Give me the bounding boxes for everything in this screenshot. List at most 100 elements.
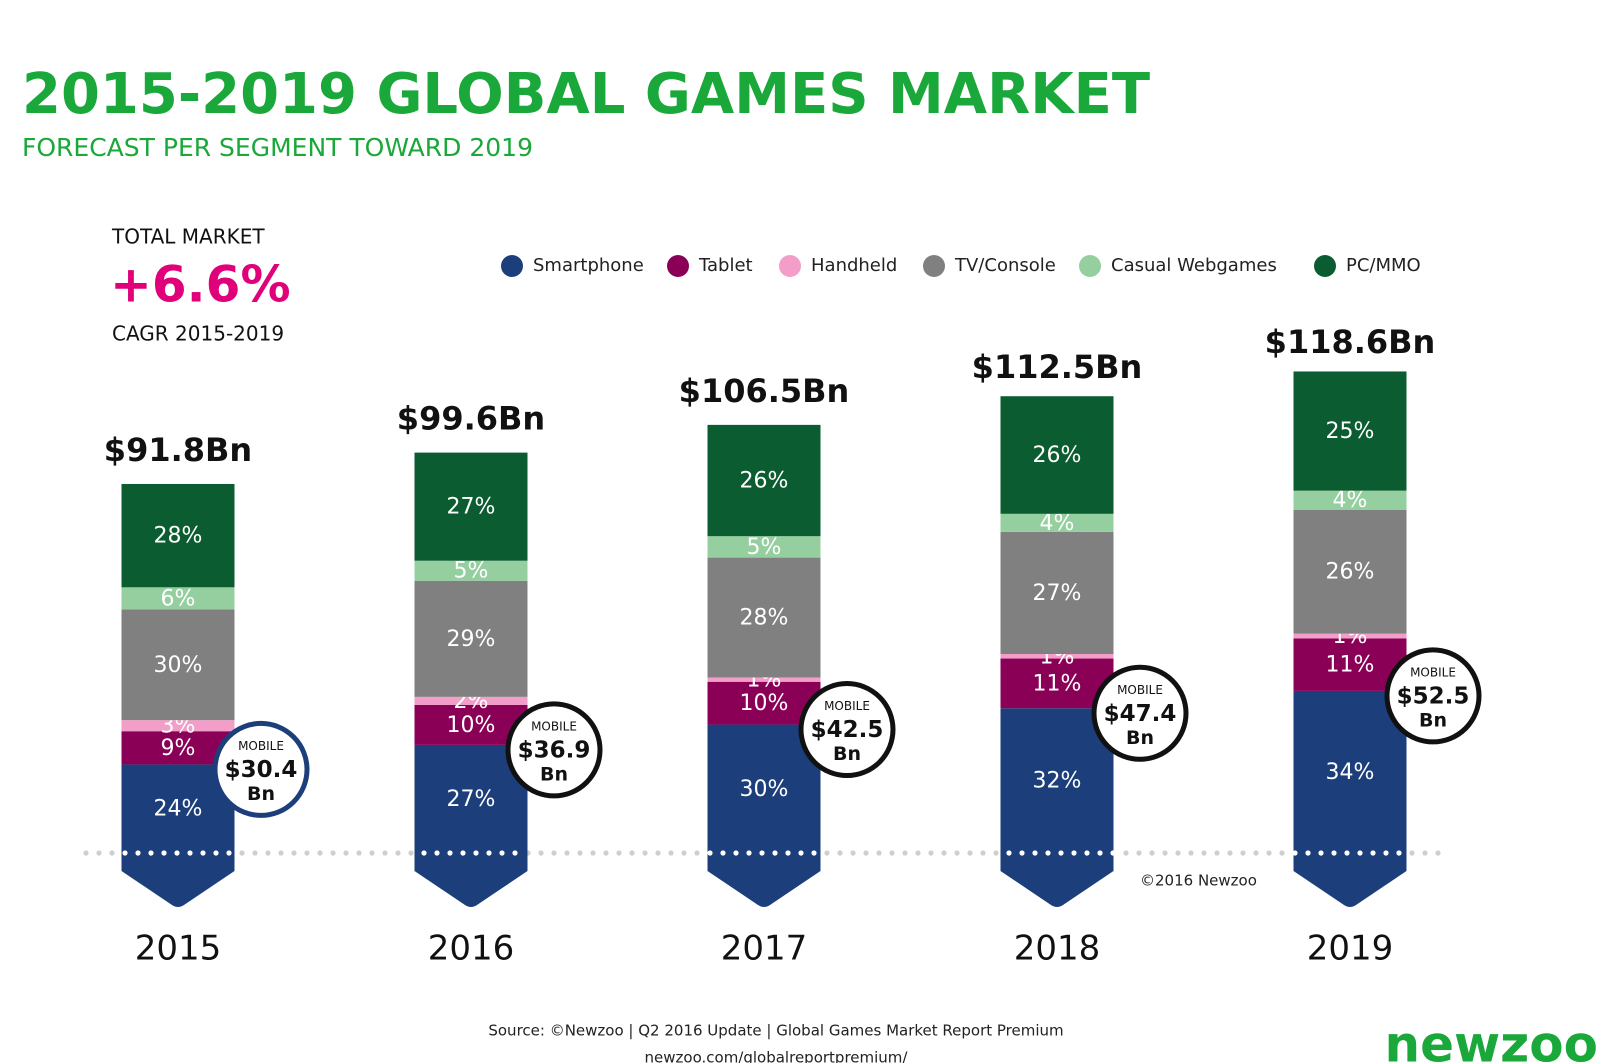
- baseline-dot: [473, 850, 479, 856]
- baseline-dot: [564, 850, 570, 856]
- baseline-dot: [902, 850, 908, 856]
- baseline-dot: [1045, 850, 1051, 856]
- bar-segment: [1293, 633, 1407, 639]
- baseline-dot: [616, 850, 622, 856]
- baseline-dot: [889, 850, 895, 856]
- baseline-dot: [499, 850, 505, 856]
- baseline-dot: [239, 850, 245, 856]
- bar-base: [1000, 853, 1114, 907]
- baseline-dot: [785, 850, 791, 856]
- bar-segment: [414, 580, 528, 697]
- baseline-dot: [642, 850, 648, 856]
- baseline-dot: [694, 850, 700, 856]
- baseline-dot: [655, 850, 661, 856]
- baseline-dot: [954, 850, 960, 856]
- bar-segment: [1000, 708, 1114, 853]
- baseline-dot: [395, 850, 401, 856]
- baseline-dot: [109, 850, 115, 856]
- bar-base: [707, 853, 821, 907]
- bar-segment: [121, 587, 235, 610]
- segment-label: 5%: [454, 559, 489, 584]
- baseline-dot: [772, 850, 778, 856]
- baseline-dot: [824, 850, 830, 856]
- segment-label: 11%: [1326, 653, 1375, 678]
- segment-label: 25%: [1326, 419, 1375, 444]
- baseline-dot: [291, 850, 297, 856]
- cagr-label: TOTAL MARKET: [111, 225, 265, 249]
- baseline-dot: [837, 850, 843, 856]
- baseline-dot: [1201, 850, 1207, 856]
- baseline-dot: [980, 850, 986, 856]
- baseline-dot: [1240, 850, 1246, 856]
- baseline-dot: [668, 850, 674, 856]
- cagr-note: CAGR 2015-2019: [112, 322, 284, 346]
- baseline-dot: [1422, 850, 1428, 856]
- baseline-dot: [1357, 850, 1363, 856]
- baseline-dot: [538, 850, 544, 856]
- baseline-dot: [122, 850, 128, 856]
- mobile-bubble: [1091, 664, 1189, 762]
- mobile-name: MOBILE: [531, 719, 577, 733]
- baseline-dot: [1331, 850, 1337, 856]
- baseline-dot: [187, 850, 193, 856]
- segment-label: 26%: [1033, 443, 1082, 468]
- baseline-dot: [161, 850, 167, 856]
- segment-label: 5%: [747, 535, 782, 560]
- baseline-dot: [1305, 850, 1311, 856]
- x-tick-label: 2017: [721, 929, 808, 969]
- x-tick-label: 2015: [135, 929, 222, 969]
- baseline-dot: [512, 850, 518, 856]
- legend-label: Casual Webgames: [1111, 255, 1277, 276]
- baseline-dot: [1058, 850, 1064, 856]
- baseline-dot: [1149, 850, 1155, 856]
- total-label: $106.5Bn: [679, 372, 850, 410]
- mobile-bubble: [1384, 647, 1482, 745]
- baseline-dot: [317, 850, 323, 856]
- baseline-dot: [1214, 850, 1220, 856]
- total-label: $99.6Bn: [397, 400, 545, 438]
- bar-base: [1293, 853, 1407, 907]
- mobile-value: $30.4: [225, 757, 298, 783]
- segment-label: 6%: [161, 586, 196, 611]
- segment-label: 9%: [161, 736, 196, 761]
- segment-label: 10%: [447, 713, 496, 738]
- mobile-name: MOBILE: [238, 739, 284, 753]
- segment-label: 30%: [740, 777, 789, 802]
- baseline-dot: [928, 850, 934, 856]
- baseline-dot: [1383, 850, 1389, 856]
- chart-title: 2015-2019 GLOBAL GAMES MARKET: [22, 62, 1150, 127]
- baseline-dot: [551, 850, 557, 856]
- baseline-dot: [1123, 850, 1129, 856]
- segment-label: 29%: [447, 627, 496, 652]
- legend-label: PC/MMO: [1346, 255, 1421, 276]
- baseline-dot: [603, 850, 609, 856]
- baseline-dot: [1396, 850, 1402, 856]
- baseline-dot: [590, 850, 596, 856]
- baseline-dot: [1110, 850, 1116, 856]
- baseline-dot: [1032, 850, 1038, 856]
- baseline-dot: [707, 850, 713, 856]
- baseline-dot: [1318, 850, 1324, 856]
- total-label: $112.5Bn: [972, 348, 1143, 386]
- baseline-dot: [486, 850, 492, 856]
- segment-label: 32%: [1033, 769, 1082, 794]
- bar-segment: [707, 677, 821, 682]
- segment-label: 27%: [447, 495, 496, 520]
- segment-label: 34%: [1326, 760, 1375, 785]
- segment-label: 11%: [1033, 671, 1082, 696]
- baseline-dot: [863, 850, 869, 856]
- source-url: newzoo.com/globalreportpremium/: [645, 1049, 909, 1063]
- baseline-dot: [226, 850, 232, 856]
- baseline-dot: [1344, 850, 1350, 856]
- x-tick-label: 2016: [428, 929, 515, 969]
- x-tick-label: 2019: [1307, 929, 1394, 969]
- legend-swatch: [779, 255, 801, 277]
- bar-base: [414, 853, 528, 907]
- baseline-dot: [798, 850, 804, 856]
- segment-label: 27%: [1033, 581, 1082, 606]
- mobile-unit: Bn: [1126, 727, 1154, 749]
- segment-label: 28%: [154, 524, 203, 549]
- baseline-dot: [941, 850, 947, 856]
- source: Source: ©Newzoo | Q2 2016 Update | Globa…: [488, 1022, 1063, 1040]
- baseline-dot: [252, 850, 258, 856]
